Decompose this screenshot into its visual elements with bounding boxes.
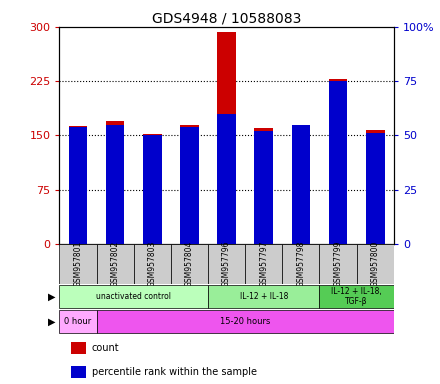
FancyBboxPatch shape bbox=[96, 310, 394, 333]
FancyBboxPatch shape bbox=[282, 244, 319, 284]
Bar bbox=[69, 126, 87, 244]
Text: 15-20 hours: 15-20 hours bbox=[220, 317, 270, 326]
Bar bbox=[143, 136, 161, 244]
Bar bbox=[254, 131, 273, 244]
Bar bbox=[217, 114, 236, 244]
Text: GSM957801: GSM957801 bbox=[73, 241, 82, 287]
Bar bbox=[69, 127, 87, 244]
Text: IL-12 + IL-18: IL-12 + IL-18 bbox=[239, 292, 288, 301]
FancyBboxPatch shape bbox=[208, 244, 245, 284]
Bar bbox=[254, 128, 273, 244]
FancyBboxPatch shape bbox=[96, 244, 134, 284]
Text: GSM957803: GSM957803 bbox=[148, 241, 157, 287]
Text: 0 hour: 0 hour bbox=[64, 317, 92, 326]
Bar bbox=[292, 124, 310, 244]
FancyBboxPatch shape bbox=[357, 244, 394, 284]
Text: IL-12 + IL-18,
TGF-β: IL-12 + IL-18, TGF-β bbox=[331, 287, 382, 306]
Text: count: count bbox=[92, 343, 120, 353]
Text: GSM957798: GSM957798 bbox=[297, 241, 305, 287]
Bar bbox=[106, 121, 125, 244]
Bar bbox=[329, 79, 347, 244]
Title: GDS4948 / 10588083: GDS4948 / 10588083 bbox=[152, 12, 301, 26]
FancyBboxPatch shape bbox=[245, 244, 282, 284]
Text: GSM957799: GSM957799 bbox=[334, 241, 343, 287]
Text: GSM957797: GSM957797 bbox=[259, 241, 268, 287]
FancyBboxPatch shape bbox=[208, 285, 319, 308]
Bar bbox=[70, 366, 86, 378]
FancyBboxPatch shape bbox=[59, 285, 208, 308]
Text: ▶: ▶ bbox=[48, 316, 56, 327]
Text: GSM957800: GSM957800 bbox=[371, 241, 380, 287]
Bar bbox=[180, 127, 199, 244]
Text: ▶: ▶ bbox=[48, 291, 56, 302]
FancyBboxPatch shape bbox=[319, 244, 357, 284]
Bar bbox=[106, 124, 125, 244]
Text: percentile rank within the sample: percentile rank within the sample bbox=[92, 367, 257, 377]
Bar bbox=[366, 133, 385, 244]
Bar bbox=[143, 134, 161, 244]
Text: GSM957796: GSM957796 bbox=[222, 241, 231, 287]
Bar bbox=[329, 81, 347, 244]
FancyBboxPatch shape bbox=[171, 244, 208, 284]
FancyBboxPatch shape bbox=[319, 285, 394, 308]
Bar bbox=[217, 32, 236, 244]
Bar bbox=[292, 124, 310, 244]
Text: unactivated control: unactivated control bbox=[96, 292, 171, 301]
Bar bbox=[366, 129, 385, 244]
FancyBboxPatch shape bbox=[59, 310, 96, 333]
Text: GSM957804: GSM957804 bbox=[185, 241, 194, 287]
Text: GSM957802: GSM957802 bbox=[110, 241, 120, 287]
Bar bbox=[70, 342, 86, 354]
Bar bbox=[180, 124, 199, 244]
FancyBboxPatch shape bbox=[59, 244, 96, 284]
FancyBboxPatch shape bbox=[134, 244, 171, 284]
